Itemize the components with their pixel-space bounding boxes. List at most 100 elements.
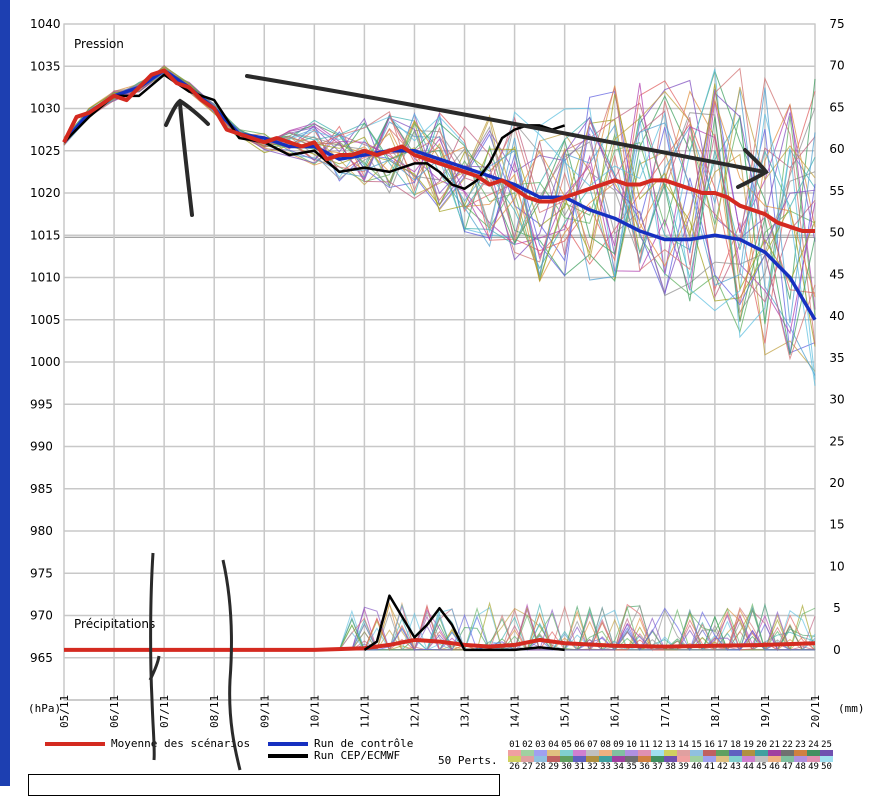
legend-label-control: Run de contrôle (314, 737, 414, 750)
x-tick-label: 14/11 (509, 695, 522, 728)
right-tick-label: 5 (833, 601, 841, 615)
member-label: 39 (678, 762, 689, 772)
member-label: 05 (561, 740, 572, 750)
member-label: 41 (704, 762, 715, 772)
member-label: 04 (548, 740, 559, 750)
member-label: 03 (535, 740, 546, 750)
member-swatch (794, 756, 807, 762)
member-swatch (521, 756, 534, 762)
member-swatch (755, 756, 768, 762)
footer-info-box (28, 774, 500, 796)
member-swatch (690, 756, 703, 762)
right-tick-label: 30 (829, 393, 844, 407)
member-label: 08 (600, 740, 611, 750)
legend-label-mean: Moyenne des scénarios (111, 737, 251, 750)
x-tick-label: 12/11 (408, 695, 421, 728)
x-tick-label: 08/11 (208, 695, 221, 728)
right-tick-label: 70 (829, 59, 844, 73)
left-border-strip (0, 0, 10, 786)
member-swatch (560, 750, 573, 756)
member-label: 14 (678, 740, 689, 750)
legend-item-ecmwf: Run CEP/ECMWF (268, 749, 400, 762)
member-swatch (664, 756, 677, 762)
x-tick-label: 05/11 (58, 695, 71, 728)
member-label: 28 (535, 762, 546, 772)
member-swatch (508, 756, 521, 762)
left-tick-label: 1035 (30, 59, 61, 73)
x-tick-label: 09/11 (258, 695, 271, 728)
left-axis-ticks: 1040 1035 1030 1025 1020 1015 1010 1005 1000 995 9… (30, 17, 61, 665)
ensemble-members-legend: 01 02 03 04 05 06 07 08 09 10 11 12 13 14 15 16 17 18 19 20… (508, 740, 833, 772)
x-tick-label: 18/11 (709, 695, 722, 728)
x-tick-label: 07/11 (158, 695, 171, 728)
member-label: 20 (756, 740, 767, 750)
x-tick-label: 15/11 (559, 695, 572, 728)
member-swatch (547, 756, 560, 762)
left-tick-label: 1010 (30, 271, 61, 285)
legend-perturbations: 50 Perts. (438, 754, 498, 767)
members-top-swatches (508, 750, 833, 756)
legend-swatch-control (268, 741, 308, 746)
member-label: 25 (821, 740, 832, 750)
member-swatch (625, 756, 638, 762)
member-swatch (716, 756, 729, 762)
right-tick-label: 0 (833, 643, 841, 657)
member-swatch (729, 750, 742, 756)
right-tick-label: 45 (829, 267, 844, 281)
member-label: 36 (639, 762, 650, 772)
member-label: 18 (730, 740, 741, 750)
members-bottom-swatches (508, 756, 833, 762)
right-tick-label: 60 (829, 142, 844, 156)
left-unit-label: (hPa) (28, 702, 61, 715)
member-label: 40 (691, 762, 702, 772)
right-tick-label: 75 (829, 17, 844, 31)
left-tick-label: 1025 (30, 144, 61, 158)
member-swatch (807, 756, 820, 762)
member-swatch (755, 750, 768, 756)
member-swatch (677, 750, 690, 756)
member-swatch (508, 750, 521, 756)
member-label: 06 (574, 740, 585, 750)
left-tick-label: 1030 (30, 102, 61, 116)
member-label: 30 (561, 762, 572, 772)
member-swatch (768, 756, 781, 762)
x-axis-ticks: 05/11 06/11 07/11 08/11 09/11 10/11 11/11 12/11… (58, 695, 822, 728)
legend-swatch-mean (45, 741, 105, 746)
member-label: 17 (717, 740, 728, 750)
member-swatch (690, 750, 703, 756)
member-swatch (547, 750, 560, 756)
right-unit-label: (mm) (838, 702, 865, 715)
member-swatch (599, 756, 612, 762)
member-label: 31 (574, 762, 585, 772)
member-label: 33 (600, 762, 611, 772)
legend: Moyenne des scénarios Run de contrôle Ru… (40, 734, 840, 786)
left-tick-label: 985 (30, 482, 53, 496)
ensemble-member-line (63, 65, 816, 291)
member-swatch (781, 750, 794, 756)
member-swatch (612, 756, 625, 762)
x-tick-label: 20/11 (809, 695, 822, 728)
member-label: 32 (587, 762, 598, 772)
legend-item-mean: Moyenne des scénarios (45, 737, 250, 750)
x-tick-label: 10/11 (308, 695, 321, 728)
member-label: 42 (717, 762, 728, 772)
member-swatch (534, 750, 547, 756)
member-label: 37 (652, 762, 663, 772)
member-swatch (781, 756, 794, 762)
member-swatch (651, 756, 664, 762)
member-label: 26 (509, 762, 520, 772)
left-tick-label: 995 (30, 397, 53, 411)
left-tick-label: 990 (30, 440, 53, 454)
right-tick-label: 55 (829, 184, 844, 198)
member-label: 34 (613, 762, 624, 772)
x-tick-label: 06/11 (108, 695, 121, 728)
member-label: 49 (808, 762, 819, 772)
member-swatch (677, 756, 690, 762)
member-label: 21 (769, 740, 780, 750)
member-swatch (729, 756, 742, 762)
left-tick-label: 1005 (30, 313, 61, 327)
member-label: 13 (665, 740, 676, 750)
legend-label-ecmwf: Run CEP/ECMWF (314, 749, 401, 762)
member-swatch (521, 750, 534, 756)
